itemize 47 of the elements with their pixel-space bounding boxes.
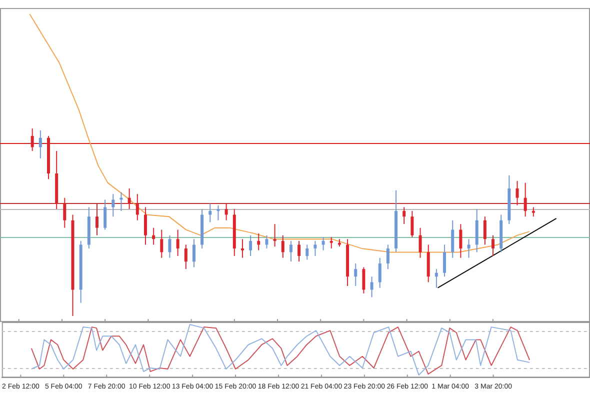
candlestick (281, 234, 284, 258)
candlestick (410, 210, 414, 238)
candlestick (95, 202, 98, 236)
candlestick (483, 216, 486, 246)
candlestick (330, 236, 333, 249)
candlestick (443, 244, 446, 278)
candlestick (314, 240, 317, 256)
candlestick (378, 257, 382, 288)
candlestick (298, 240, 301, 262)
candlestick (224, 202, 228, 221)
candlestick (402, 206, 406, 225)
candlestick (322, 236, 325, 251)
candlestick (434, 268, 438, 288)
candlestick (104, 199, 107, 230)
candlestick (467, 238, 470, 258)
candlestick (532, 206, 535, 218)
candlestick (418, 227, 422, 258)
candlestick (362, 266, 366, 294)
candlestick (208, 202, 212, 223)
candlestick (168, 234, 172, 258)
candlestick (306, 244, 309, 260)
candlestick (386, 244, 390, 270)
candlestick (152, 227, 156, 246)
candlestick (216, 204, 220, 221)
candlestick (136, 194, 139, 221)
candlestick (38, 130, 42, 159)
candlestick (176, 229, 180, 256)
candlestick (184, 244, 188, 270)
candlestick (257, 232, 260, 251)
candlestick (112, 194, 115, 218)
candlestick (516, 180, 519, 206)
candlestick (451, 220, 454, 258)
candlestick (524, 182, 527, 218)
candlestick (160, 229, 164, 258)
candlestick (265, 234, 268, 249)
candlestick (240, 238, 244, 258)
candlestick (128, 188, 131, 210)
candlestick (459, 224, 462, 258)
candlestick (370, 276, 374, 298)
candlestick (492, 234, 495, 256)
candlestick (249, 234, 252, 256)
candlestick (144, 206, 147, 246)
candlestick (354, 262, 358, 286)
candlestick (63, 197, 66, 228)
candlestick (192, 238, 196, 268)
candlestick (273, 224, 276, 248)
candlestick (289, 240, 292, 262)
